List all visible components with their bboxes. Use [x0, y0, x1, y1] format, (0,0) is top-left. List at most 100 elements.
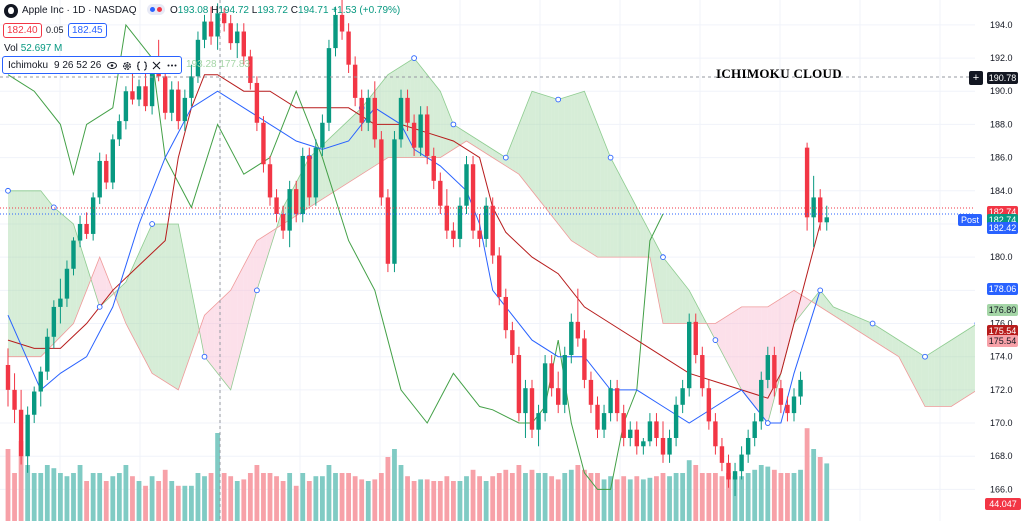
candle-body — [601, 413, 607, 430]
cloud-segment — [649, 232, 654, 274]
volume-bar — [18, 441, 24, 521]
volume-bar — [254, 465, 260, 521]
cloud-segment — [626, 188, 631, 258]
more-icon[interactable] — [167, 61, 177, 70]
volume-bar — [680, 473, 686, 521]
chart-sync-toggle-icon[interactable] — [147, 4, 165, 15]
cloud-segment — [630, 194, 634, 258]
price-tick-label: 174.0 — [990, 352, 1013, 362]
cloud-marker — [50, 204, 57, 211]
cloud-segment — [604, 141, 608, 258]
candle-body — [444, 205, 450, 231]
volume-bar — [130, 476, 135, 521]
volume-bar — [634, 476, 640, 521]
candle-body — [549, 363, 554, 389]
eye-icon[interactable] — [107, 61, 118, 70]
cloud-segment — [247, 253, 251, 328]
candle-body — [745, 437, 751, 455]
volume-bar — [221, 473, 227, 521]
volume-bar — [798, 469, 803, 521]
cloud-segment — [744, 306, 749, 399]
cloud-segment — [528, 91, 532, 191]
volume-bar — [509, 473, 515, 521]
cloud-segment — [86, 265, 90, 291]
candle-body — [123, 91, 129, 122]
cloud-segment — [155, 223, 159, 378]
cloud-segment — [964, 329, 968, 399]
high-value: 194.72 — [218, 5, 249, 16]
cloud-segment — [535, 92, 539, 200]
cloud-segment — [453, 124, 457, 150]
candle-body — [25, 414, 30, 457]
cloud-segment — [561, 97, 565, 233]
cloud-segment — [849, 313, 853, 328]
volume-bar — [457, 481, 463, 521]
cloud-segment — [152, 223, 156, 376]
volume-bar — [77, 465, 83, 521]
cloud-segment — [571, 94, 575, 243]
candle-body — [110, 139, 115, 183]
volume-bar — [208, 473, 214, 521]
cloud-segment — [718, 319, 722, 353]
cloud-marker — [411, 55, 417, 61]
cloud-segment — [584, 91, 588, 251]
candle-body — [104, 160, 109, 183]
candle-body — [195, 39, 201, 77]
cloud-segment — [430, 78, 434, 158]
cloud-segment — [951, 338, 955, 407]
volume-bar — [44, 465, 50, 521]
indicator-name: Ichimoku — [8, 59, 49, 71]
volume-bar — [640, 479, 646, 521]
cloud-segment — [944, 342, 948, 407]
cloud-segment — [14, 190, 18, 357]
cloud-segment — [925, 354, 929, 407]
cloud-marker — [607, 154, 614, 161]
volume-bar — [719, 476, 725, 521]
volume-bar — [405, 476, 410, 521]
candle-body — [274, 197, 279, 215]
volume-bar — [693, 465, 699, 521]
cloud-segment — [699, 308, 703, 324]
symbol-title[interactable]: Apple Inc · 1D · NASDAQ — [22, 5, 137, 16]
volume-bar — [38, 473, 44, 521]
source-code-icon[interactable] — [137, 61, 148, 70]
candle-body — [483, 205, 489, 239]
volume-bar — [392, 449, 397, 521]
volume-bar — [352, 476, 358, 521]
candle-body — [71, 240, 76, 269]
volume-bar — [529, 469, 535, 521]
volume-bar — [97, 473, 103, 521]
volume-bar — [424, 479, 430, 521]
volume-bar — [143, 485, 148, 521]
volume-bar — [215, 433, 220, 521]
cloud-segment — [266, 232, 270, 260]
cloud-segment — [833, 306, 837, 318]
candle-body — [778, 388, 784, 405]
cloud-segment — [469, 134, 474, 146]
buy-price-button[interactable]: 182.45 — [68, 23, 107, 38]
volume-bar — [90, 473, 96, 521]
add-alert-plus-icon[interactable]: + — [969, 71, 983, 85]
volume-bar — [804, 428, 810, 521]
candle-body — [130, 91, 135, 100]
cloud-segment — [954, 335, 958, 405]
close-icon[interactable] — [152, 61, 161, 70]
gear-icon[interactable] — [122, 61, 132, 70]
volume-bar — [542, 473, 548, 521]
volume-bar — [444, 476, 450, 521]
cloud-segment — [846, 312, 850, 326]
sell-price-button[interactable]: 182.40 — [3, 23, 42, 38]
volume-bar — [562, 473, 568, 521]
cloud-segment — [643, 219, 647, 258]
cloud-segment — [243, 259, 248, 341]
candle-body — [654, 421, 659, 438]
candle-body — [523, 388, 528, 414]
indicator-leading-values: 193.28 177.83 — [186, 59, 250, 70]
senkou-span-b-line — [8, 140, 1004, 407]
candle-body — [136, 86, 142, 100]
price-axis[interactable]: 194.0192.0190.0188.0186.0184.0182.0180.0… — [975, 0, 1024, 521]
cloud-segment — [479, 141, 483, 152]
ichimoku-legend[interactable]: Ichimoku 9 26 52 26 — [2, 56, 183, 74]
volume-bar — [189, 485, 194, 521]
